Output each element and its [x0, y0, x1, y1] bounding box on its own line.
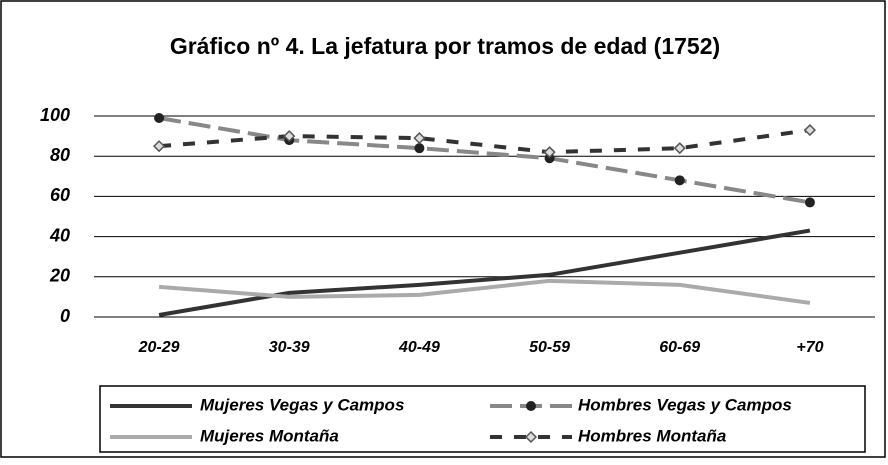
- series-line: [158, 116, 811, 205]
- y-tick-label: 60: [50, 185, 70, 205]
- legend-label: Mujeres Vegas y Campos: [200, 395, 404, 414]
- legend-box: [99, 385, 866, 453]
- x-tick-label: 20-29: [138, 339, 180, 356]
- point: [543, 146, 556, 159]
- legend-marker: [526, 401, 536, 411]
- x-tick-label: 50-59: [529, 339, 570, 356]
- legend-label: Mujeres Montaña: [200, 426, 339, 445]
- point: [804, 197, 815, 208]
- point: [674, 175, 685, 186]
- legend-label: Hombres Montaña: [578, 426, 726, 445]
- y-tick-label: 20: [49, 266, 70, 286]
- x-tick-label: 60-69: [659, 339, 700, 356]
- legend-label: Hombres Vegas y Campos: [578, 395, 792, 414]
- point: [154, 113, 165, 124]
- y-tick-label: 80: [50, 145, 70, 165]
- point: [673, 142, 686, 155]
- point: [153, 140, 166, 153]
- x-tick-label: +70: [796, 339, 823, 356]
- series-line: [158, 278, 811, 305]
- y-tick-label: 40: [49, 225, 70, 245]
- point: [803, 124, 816, 137]
- y-tick-label: 100: [40, 105, 70, 125]
- y-tick-label: 0: [60, 306, 70, 326]
- x-tick-label: 30-39: [269, 339, 310, 356]
- chart-title: Gráfico nº 4. La jefatura por tramos de …: [170, 33, 720, 59]
- point: [413, 132, 426, 145]
- point: [283, 130, 296, 143]
- x-tick-label: 40-49: [398, 339, 440, 356]
- legend-marker: [524, 430, 538, 444]
- point: [414, 143, 425, 154]
